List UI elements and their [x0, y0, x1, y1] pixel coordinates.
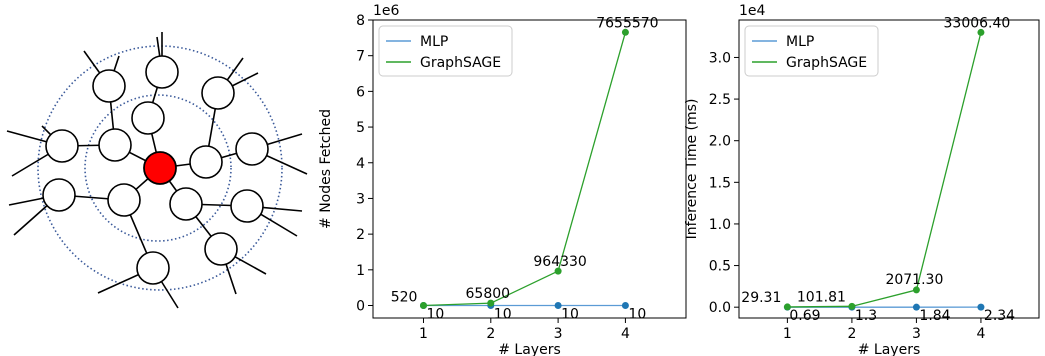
y-tick-label: 0.5	[709, 259, 731, 275]
data-label: 65800	[466, 286, 511, 302]
legend-label: GraphSAGE	[420, 55, 501, 71]
data-point	[977, 303, 985, 311]
data-label: 10	[426, 307, 444, 323]
series-line-graphsage	[787, 32, 982, 308]
y-tick-label: 8	[356, 13, 365, 29]
y-tick-label: 2.0	[709, 134, 731, 150]
data-point	[419, 301, 427, 309]
neighbor-node	[201, 76, 235, 110]
x-tick-label: 2	[486, 326, 495, 342]
x-tick-label: 1	[783, 326, 792, 342]
data-label: 33006.40	[944, 15, 1011, 31]
nodes-fetched-chart: 0 1 2 3 4 5 6 7 8 1 2 3 4 # Layers # Nodes Fetched 1e6 1…	[318, 3, 687, 356]
target-node	[143, 151, 177, 185]
series-line-graphsage	[423, 32, 627, 307]
y-tick-label: 7	[356, 49, 365, 65]
plot-frame	[372, 19, 687, 319]
graph-neighborhood-diagram	[6, 32, 308, 309]
y-tick-label: 1.0	[709, 217, 731, 233]
x-tick-label: 3	[912, 326, 921, 342]
neighbor-node	[169, 187, 203, 221]
neighbor-node	[98, 128, 132, 162]
data-label: 0.69	[789, 308, 820, 324]
y-tick-label: 4	[356, 156, 365, 172]
neighbor-node	[131, 101, 165, 135]
y-tick-label: 5	[356, 120, 365, 136]
y-tick-label: 3	[356, 191, 365, 207]
y-tick-label: 0	[356, 299, 365, 315]
y-tick-label: 2	[356, 227, 365, 243]
y-axis-label: Inference Time (ms)	[684, 99, 700, 240]
data-point	[554, 302, 562, 310]
legend-box	[378, 25, 513, 77]
neighbor-node	[230, 189, 264, 223]
y-tick-label: 1.5	[709, 175, 731, 191]
data-point	[977, 28, 985, 36]
data-label: 29.31	[741, 290, 781, 306]
data-label: 2.34	[984, 308, 1015, 324]
y-tick-label: 2.5	[709, 92, 731, 108]
outer-hop-ring	[37, 45, 283, 291]
y-scale-label: 1e4	[739, 3, 766, 19]
x-tick-label: 4	[621, 326, 630, 342]
y-tick-label: 6	[356, 84, 365, 100]
neighbor-node	[45, 129, 79, 163]
neighbor-node	[204, 232, 238, 266]
data-point	[912, 303, 920, 311]
legend: MLP GraphSAGE	[744, 25, 879, 77]
neighbor-node	[92, 69, 126, 103]
data-point	[554, 267, 562, 275]
neighbor-node	[145, 55, 179, 89]
y-scale-label: 1e6	[373, 3, 400, 19]
legend-label: GraphSAGE	[786, 55, 867, 71]
x-axis-label: # Layers	[498, 342, 561, 356]
y-tick-label: 3.0	[709, 50, 731, 66]
plot-frame	[738, 19, 1040, 319]
neighbor-node	[42, 178, 76, 212]
neighbor-node	[235, 132, 269, 166]
y-tick-label: 1	[356, 263, 365, 279]
legend-label: MLP	[420, 34, 448, 50]
x-axis-label: # Layers	[858, 342, 921, 356]
legend-box	[744, 25, 879, 77]
inference-time-chart: 0.0 0.5 1.0 1.5 2.0 2.5 3.0 1 2 3 4 # Layers Inferen…	[684, 3, 1040, 356]
data-label: 7655570	[596, 15, 658, 31]
data-point	[912, 286, 920, 294]
inner-hop-ring	[84, 94, 232, 242]
neighbor-node	[136, 251, 170, 285]
x-tick-label: 1	[419, 326, 428, 342]
x-tick-label: 2	[847, 326, 856, 342]
data-label: 10	[494, 307, 512, 323]
neighbor-node	[107, 183, 141, 217]
legend: MLP GraphSAGE	[378, 25, 513, 77]
x-tick-label: 3	[554, 326, 563, 342]
data-point	[487, 299, 495, 307]
y-tick-label: 0.0	[709, 300, 731, 316]
data-label: 10	[561, 307, 579, 323]
data-label: 101.81	[797, 289, 846, 305]
x-tick-label: 4	[976, 326, 985, 342]
data-point	[848, 302, 856, 310]
data-label: 10	[628, 307, 646, 323]
neighbor-node	[189, 145, 223, 179]
data-point	[783, 303, 791, 311]
data-point	[621, 302, 629, 310]
y-axis-label: # Nodes Fetched	[318, 109, 334, 229]
data-label: 964330	[533, 254, 586, 270]
data-label: 1.3	[855, 308, 877, 324]
data-label: 1.84	[919, 308, 950, 324]
data-label: 2071.30	[885, 272, 943, 288]
legend-label: MLP	[786, 34, 814, 50]
data-label: 520	[391, 289, 418, 305]
data-point	[621, 28, 629, 36]
